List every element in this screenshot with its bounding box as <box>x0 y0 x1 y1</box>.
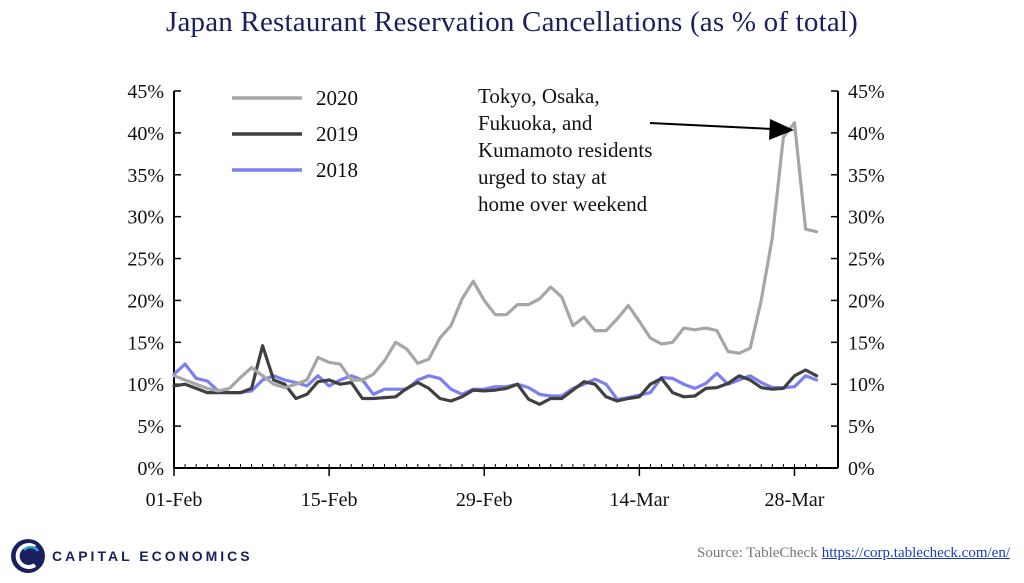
y-tick-label-right: 30% <box>848 207 885 229</box>
y-tick-label-left: 20% <box>127 290 164 312</box>
y-tick-label-right: 15% <box>848 332 885 354</box>
series-line-2019 <box>172 344 819 406</box>
x-tick-label: 14-Mar <box>609 489 669 511</box>
y-tick-label-right: 20% <box>848 290 885 312</box>
x-tick-label: 28-Mar <box>764 489 824 511</box>
annotation-arrow-shaft <box>649 122 773 130</box>
source-label: Source: TableCheck <box>697 545 818 561</box>
y-tick-label-right: 10% <box>848 374 885 396</box>
y-tick-label-left: 35% <box>127 165 164 187</box>
y-tick-label-left: 5% <box>137 416 164 438</box>
y-tick-label-left: 40% <box>127 123 164 145</box>
chart-axes: 0% 0% 5% 5% 10% 10% 15% 15% 20% 20% 25% 25% 30% 30% 35… <box>127 81 884 511</box>
series-line-2018 <box>172 362 819 401</box>
y-tick-label-left: 25% <box>127 249 164 271</box>
y-tick-label-right: 40% <box>848 123 885 145</box>
y-tick-label-left: 0% <box>137 458 164 480</box>
capital-economics-logo: CAPITAL ECONOMICS <box>8 536 253 576</box>
y-tick-label-left: 15% <box>127 332 164 354</box>
x-tick-label: 01-Feb <box>146 489 203 511</box>
chart-annotation: Tokyo, Osaka, Fukuoka, and Kumamoto reside… <box>478 84 794 216</box>
chart-title: Japan Restaurant Reservation Cancellatio… <box>165 6 859 38</box>
y-tick-label-right: 45% <box>848 81 885 103</box>
source-link[interactable]: https://corp.tablecheck.com/en/ <box>821 545 1010 561</box>
legend-label-2020: 2020 <box>316 86 358 110</box>
annotation-line: Tokyo, Osaka, <box>478 84 600 108</box>
y-tick-label-right: 0% <box>848 458 875 480</box>
annotation-line: Kumamoto residents <box>478 138 652 162</box>
y-tick-label-right: 35% <box>848 165 885 187</box>
annotation-line: Fukuoka, and <box>478 111 593 135</box>
x-tick-label: 29-Feb <box>456 489 513 511</box>
annotation-line: home over weekend <box>478 192 648 216</box>
y-tick-label-left: 10% <box>127 374 164 396</box>
y-tick-label-right: 5% <box>848 416 875 438</box>
chart-legend: 2020 2019 2018 <box>232 86 358 182</box>
legend-label-2018: 2018 <box>316 158 358 182</box>
x-tick-label: 15-Feb <box>301 489 358 511</box>
logo-text: CAPITAL ECONOMICS <box>52 548 253 564</box>
annotation-arrow-head <box>769 119 794 140</box>
series-line-2020 <box>172 121 819 393</box>
source-note: Source: TableCheck https://corp.tablechec… <box>697 545 1010 562</box>
series-layer <box>172 121 819 406</box>
legend-label-2019: 2019 <box>316 122 358 146</box>
y-tick-label-right: 25% <box>848 249 885 271</box>
y-tick-label-left: 45% <box>127 81 164 103</box>
annotation-line: urged to stay at <box>478 165 607 189</box>
y-tick-label-left: 30% <box>127 207 164 229</box>
logo-icon <box>11 539 45 573</box>
